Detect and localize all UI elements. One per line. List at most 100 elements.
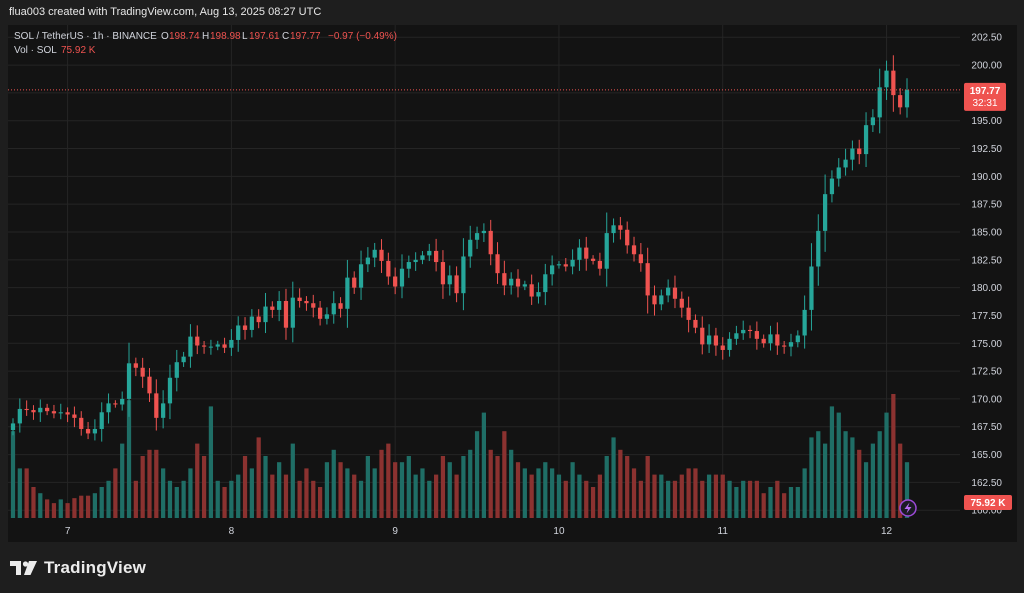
candle-body — [31, 410, 36, 413]
candle-body — [208, 346, 214, 348]
candle-body — [58, 412, 63, 414]
volume-bar — [290, 443, 295, 518]
volume-bar — [427, 480, 432, 518]
candle-body — [638, 254, 643, 264]
candle-body — [297, 297, 302, 301]
y-tick-label: 162.50 — [971, 478, 1002, 489]
candle-body — [488, 230, 493, 255]
volume-bar — [782, 493, 787, 518]
volume-bar — [324, 462, 330, 518]
volume-bar — [625, 456, 630, 518]
candle-body — [536, 292, 541, 297]
volume-bar — [809, 437, 814, 518]
volume-bar — [775, 480, 780, 518]
volume-bar — [31, 487, 36, 518]
volume-bar — [543, 462, 548, 518]
candle-body — [761, 338, 766, 344]
candle-body — [147, 376, 152, 394]
volume-bar — [816, 431, 821, 518]
candle-body — [161, 403, 166, 418]
candle-body — [713, 335, 719, 346]
volume-bar — [536, 468, 541, 518]
candle-body — [829, 178, 835, 195]
candle-body — [433, 250, 439, 263]
volume-bar — [768, 487, 773, 518]
y-tick-label: 192.50 — [971, 144, 1002, 155]
candle-body — [277, 300, 282, 310]
volume-bar — [679, 474, 684, 518]
y-tick-label: 175.00 — [971, 339, 1002, 350]
candle-body — [597, 260, 603, 269]
candle-body — [242, 325, 248, 330]
y-axis-ticks: 160.00 162.50 165.00 167.50 170.00 172.50 175.… — [971, 33, 1002, 517]
y-tick-label: 165.00 — [971, 450, 1002, 461]
volume-bar — [706, 474, 712, 518]
volume-bar — [270, 474, 275, 518]
candle-body — [584, 247, 589, 259]
volume-bar — [652, 474, 657, 518]
price-chart[interactable]: 160.00 162.50 165.00 167.50 170.00 172.50 175.… — [8, 25, 1017, 542]
volume-bar — [379, 449, 384, 518]
volume-bar — [822, 443, 828, 518]
x-tick-label: 8 — [229, 526, 235, 537]
y-tick-label: 200.00 — [971, 61, 1002, 72]
volume-tag: 75.92 K — [964, 495, 1012, 510]
credit-line: flua003 created with TradingView.com, Au… — [0, 0, 1024, 24]
volume-tag-bg — [964, 495, 1012, 510]
volume-bar — [454, 474, 459, 518]
candle-body — [768, 334, 773, 344]
footer-brand: TradingView — [10, 555, 146, 581]
candle-body — [413, 259, 418, 263]
volume-bar — [877, 431, 882, 518]
volume-bar — [488, 449, 493, 518]
volume-bar — [720, 474, 725, 518]
volume-bar — [283, 474, 289, 518]
volume-bar — [51, 503, 57, 518]
volume-bar — [420, 468, 425, 518]
volume-bar — [604, 456, 609, 518]
volume-bar — [570, 462, 575, 518]
candle-body — [120, 398, 125, 405]
legend-vol-label[interactable]: Vol · SOL — [14, 45, 57, 56]
legend-symbol[interactable]: SOL / TetherUS · 1h · BINANCE — [14, 31, 157, 42]
volume-bar — [195, 443, 200, 518]
volume-bar — [372, 468, 377, 518]
candle-body — [741, 329, 746, 334]
volume-bar — [256, 437, 261, 518]
volume-bar — [331, 449, 336, 518]
candle-body — [618, 225, 623, 230]
candle-body — [174, 362, 179, 378]
candle-body — [788, 342, 794, 347]
candle-body — [106, 403, 111, 413]
candle-body — [515, 278, 521, 287]
y-tick-label: 167.50 — [971, 422, 1002, 433]
volume-bar — [850, 437, 855, 518]
volume-bar — [870, 443, 875, 518]
chart-container[interactable]: 160.00 162.50 165.00 167.50 170.00 172.50 175.… — [8, 25, 1017, 542]
volume-bar — [249, 468, 254, 518]
volume-bar — [188, 468, 193, 518]
lightning-icon[interactable] — [899, 499, 917, 517]
volume-bar — [700, 480, 705, 518]
candle-body — [195, 336, 200, 346]
candle-body — [550, 265, 555, 275]
candle-body — [331, 303, 336, 315]
footer-brand-text: TradingView — [44, 558, 147, 577]
candle-body — [836, 167, 841, 179]
volume-bar — [358, 480, 364, 518]
legend-h-value: 198.98 — [210, 31, 241, 42]
credit-text: flua003 created with TradingView.com, Au… — [9, 6, 322, 18]
y-tick-label: 172.50 — [971, 367, 1002, 378]
candle-body — [570, 259, 575, 267]
volume-bar — [311, 480, 316, 518]
volume-bar — [529, 474, 534, 518]
volume-bar — [713, 474, 719, 518]
volume-bar — [242, 456, 248, 518]
time-scale[interactable] — [8, 518, 960, 542]
y-tick-label: 195.00 — [971, 116, 1002, 127]
candle-body — [782, 345, 787, 347]
candle-body — [481, 230, 487, 234]
volume-bar — [891, 394, 896, 518]
volume-bar — [201, 456, 207, 518]
volume-bar — [590, 487, 596, 518]
